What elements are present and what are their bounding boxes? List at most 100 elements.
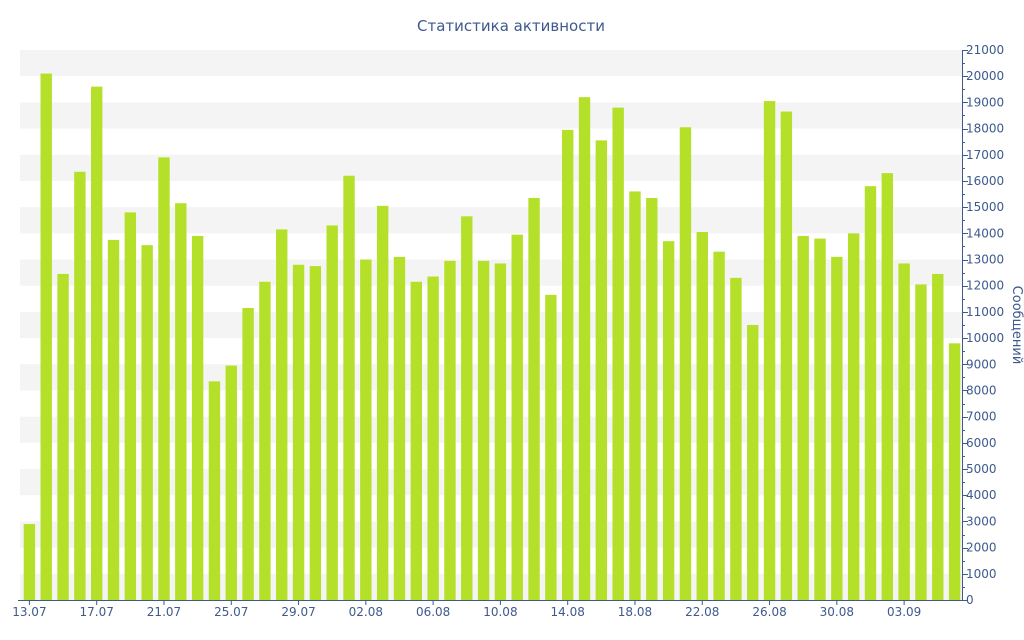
y-tick-label: 3000 (966, 514, 997, 528)
bar (545, 294, 557, 600)
y-tick-label: 18000 (966, 122, 1004, 136)
x-tick-label: 03.09 (887, 605, 921, 619)
bar (814, 238, 826, 601)
bar (175, 203, 187, 600)
y-tick-label: 21000 (966, 43, 1004, 57)
x-tick-label: 10.08 (483, 605, 517, 619)
x-tick-label: 30.08 (820, 605, 854, 619)
y-tick-label: 13000 (966, 253, 1004, 267)
x-tick-label: 26.08 (752, 605, 786, 619)
bar (528, 197, 540, 600)
x-tick-label: 14.08 (551, 605, 585, 619)
y-tick-label: 8000 (966, 383, 997, 397)
bar (326, 225, 338, 600)
bar (107, 239, 120, 600)
x-tick-label: 02.08 (349, 605, 383, 619)
x-tick-label: 13.07 (12, 605, 46, 619)
bar (376, 205, 389, 601)
bar (696, 232, 708, 600)
bar (948, 343, 961, 600)
y-tick-label: 19000 (966, 95, 1004, 109)
x-tick-label: 29.07 (281, 605, 315, 619)
bar (191, 235, 204, 600)
bar (292, 264, 305, 600)
y-tick-label: 5000 (966, 462, 997, 476)
bar (578, 97, 591, 601)
bar (74, 171, 86, 601)
y-tick-label: 15000 (966, 200, 1004, 214)
y-tick-label: 9000 (966, 357, 997, 371)
bar (595, 140, 608, 600)
x-axis: 13.07 17.07 21.07 25.07 29.07 02.08 06.08 10.08… (12, 600, 964, 619)
y-tick-label: 20000 (966, 69, 1004, 83)
bar (477, 260, 490, 600)
bar (747, 325, 759, 600)
bar (309, 266, 322, 600)
grid-band (20, 102, 962, 129)
y-tick-label: 4000 (966, 488, 997, 502)
x-tick-label: 18.08 (618, 605, 652, 619)
bar (427, 276, 439, 600)
x-tick-label: 21.07 (147, 605, 181, 619)
bar (763, 101, 776, 601)
bar (242, 307, 254, 600)
bar (444, 260, 456, 600)
y-tick-label: 14000 (966, 226, 1004, 240)
bar (494, 263, 507, 600)
bar (90, 86, 103, 600)
grid-band (20, 154, 962, 181)
y-tick-label: 12000 (966, 279, 1004, 293)
y-tick-label: 17000 (966, 148, 1004, 162)
y-tick-label: 0 (966, 593, 974, 607)
bar (393, 256, 406, 600)
bar (158, 157, 170, 600)
y-tick-label: 1000 (966, 567, 997, 581)
x-tick-label: 25.07 (214, 605, 248, 619)
bar (730, 277, 742, 600)
bars-group (23, 73, 961, 601)
bar (461, 216, 473, 601)
bar (831, 256, 843, 600)
x-tick-label: 22.08 (685, 605, 719, 619)
y-tick-label: 10000 (966, 331, 1004, 345)
bar (410, 281, 423, 600)
bar (932, 273, 944, 600)
bar (679, 127, 692, 600)
bar (23, 524, 36, 600)
y-tick-label: 11000 (966, 305, 1004, 319)
bar (847, 233, 860, 601)
bar (864, 186, 877, 600)
bar (713, 251, 725, 600)
bar (225, 365, 237, 600)
bar (124, 212, 137, 600)
y-tick-label: 2000 (966, 541, 997, 555)
y-tick-label: 16000 (966, 174, 1004, 188)
y-axis-label: Сообщений (1009, 286, 1024, 365)
bar (259, 281, 271, 600)
bar (343, 175, 355, 600)
bar (360, 259, 372, 600)
y-tick-label: 7000 (966, 410, 997, 424)
bar (629, 191, 641, 600)
bar (881, 173, 894, 600)
chart-title: Статистика активности (417, 17, 605, 35)
bar (40, 73, 52, 601)
x-tick-label: 17.07 (80, 605, 114, 619)
bar (141, 245, 153, 600)
bar (208, 381, 221, 600)
bar (511, 234, 523, 600)
grid-band (20, 50, 962, 77)
y-axis: 0 1000 2000 3000 4000 5000 6000 7000 8000 9000 100… (962, 43, 1004, 607)
bar (915, 284, 927, 600)
bar (797, 235, 809, 600)
bar (898, 263, 910, 600)
bar (612, 107, 624, 600)
y-tick-label: 6000 (966, 436, 997, 450)
bar (646, 197, 658, 600)
bar (662, 241, 675, 600)
bar (276, 229, 288, 600)
bar (561, 129, 574, 600)
bar (780, 111, 793, 601)
x-tick-label: 06.08 (416, 605, 450, 619)
